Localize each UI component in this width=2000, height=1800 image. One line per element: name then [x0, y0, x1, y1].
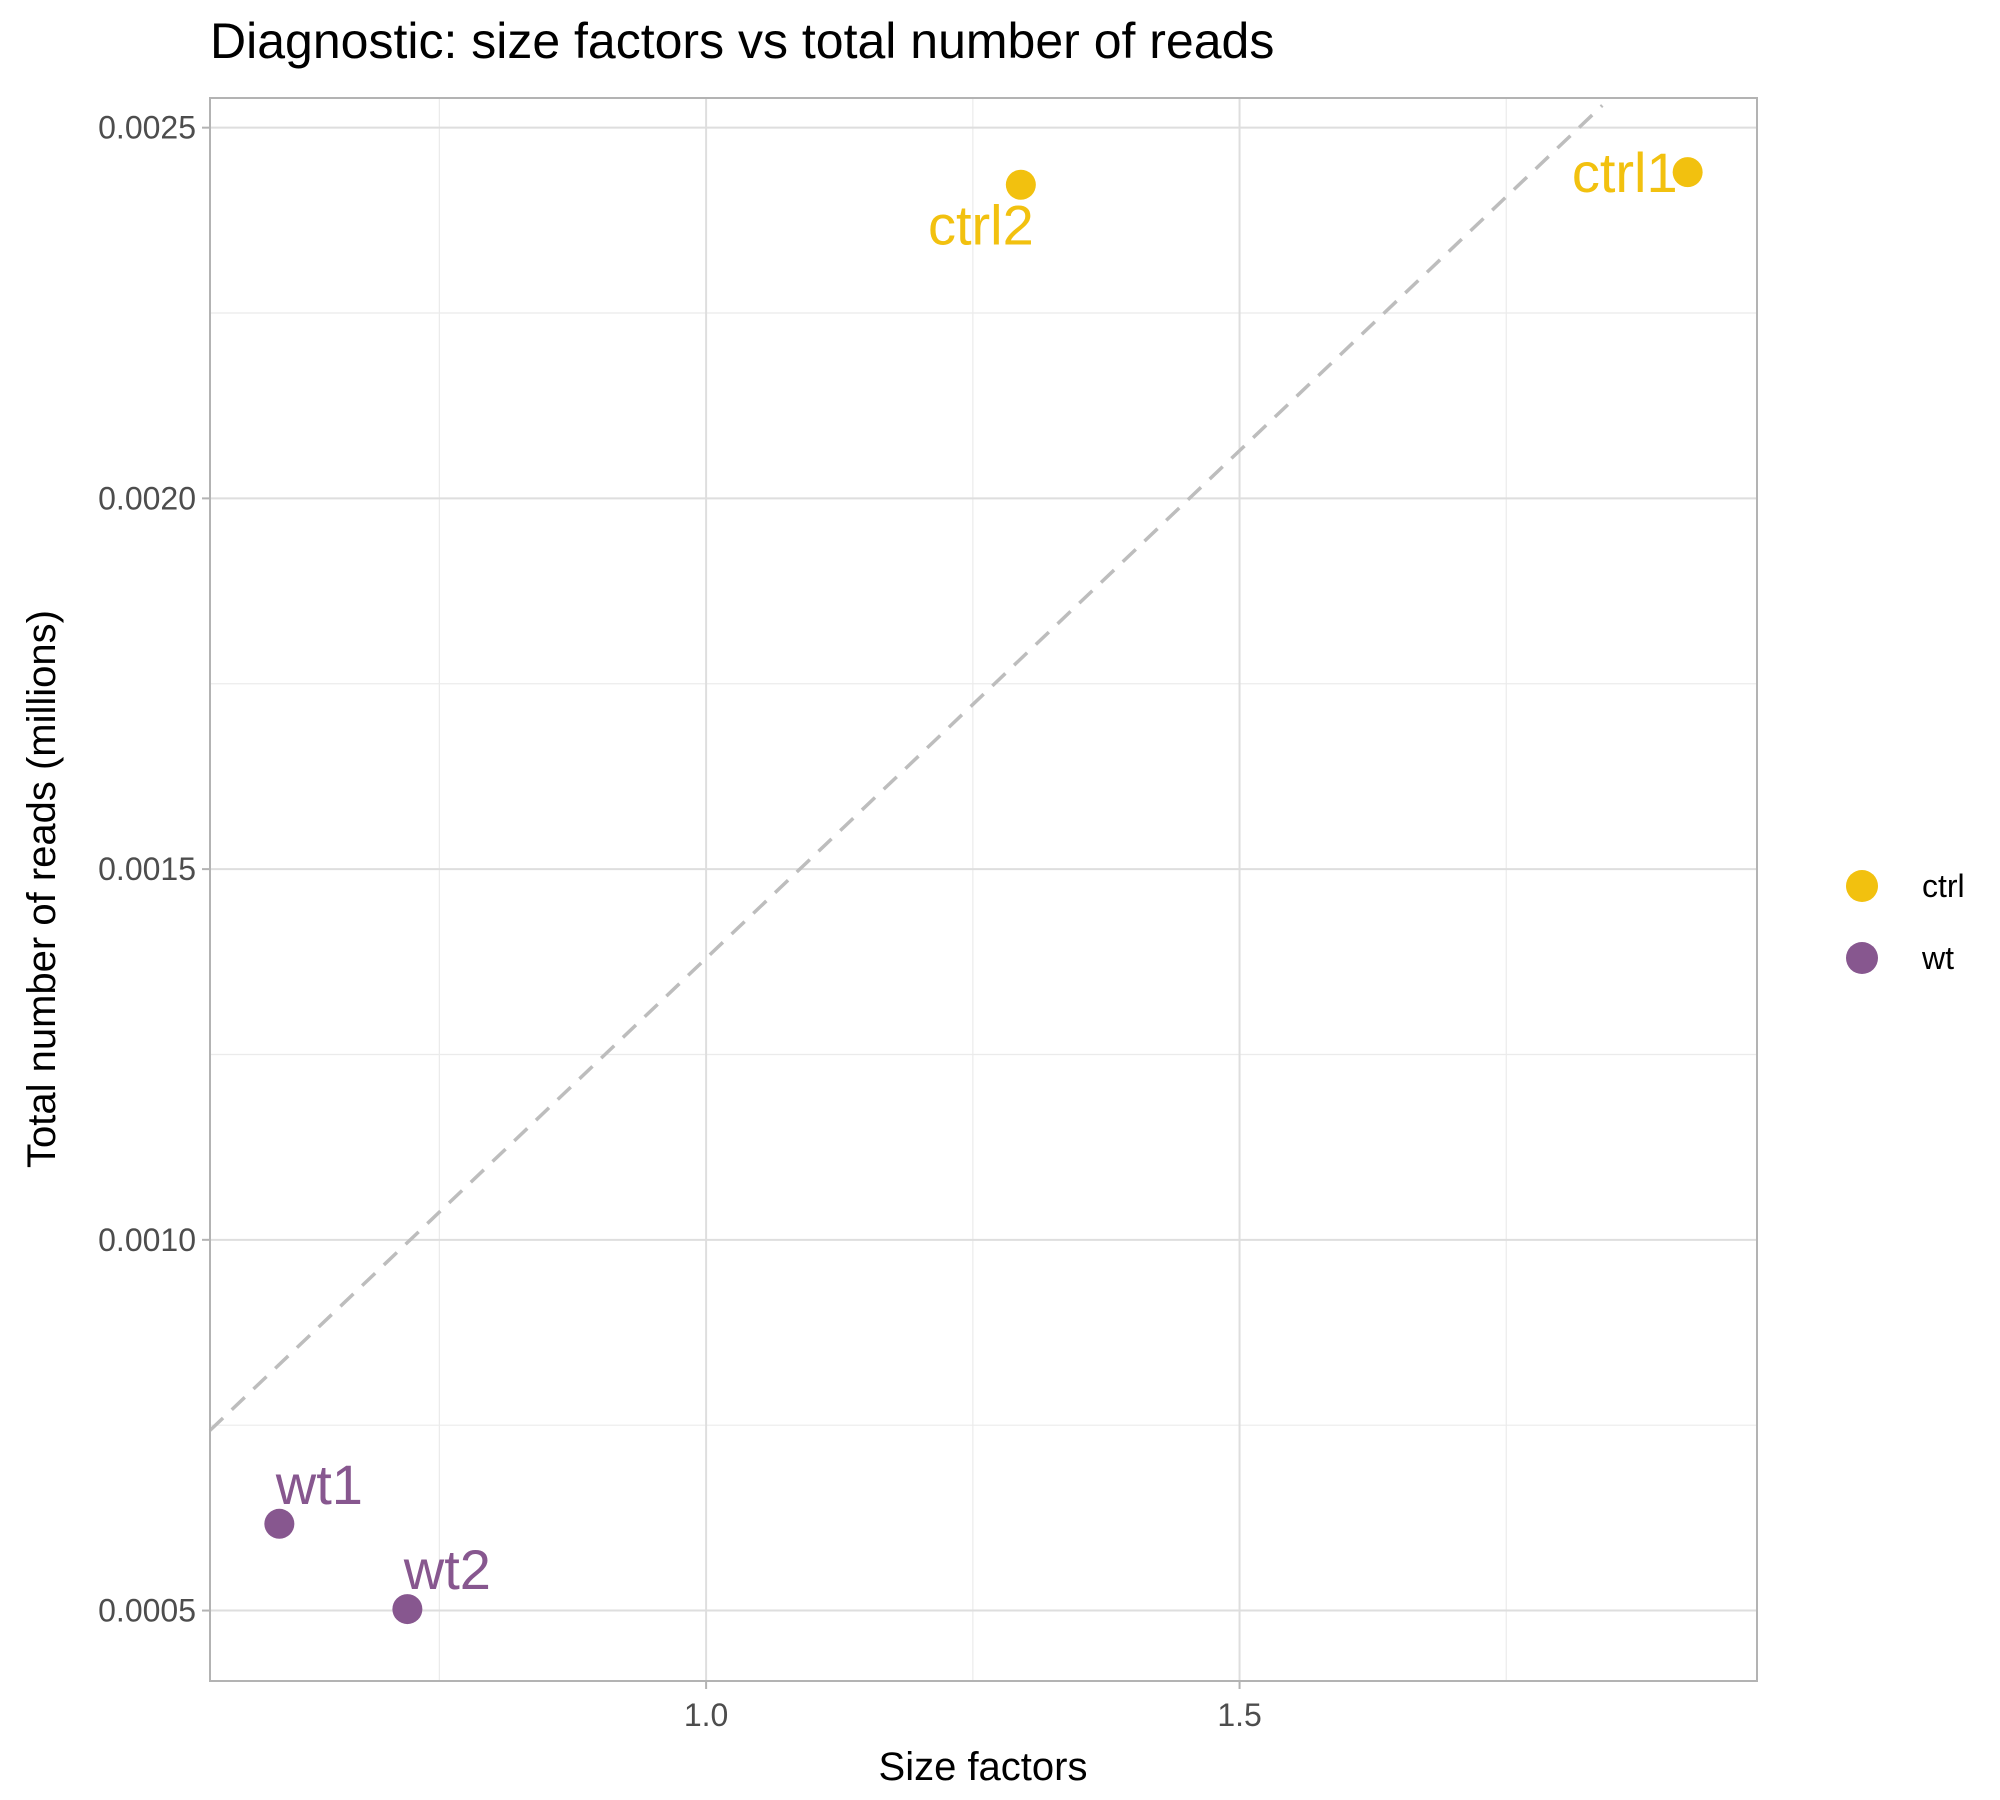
x-tick-label: 1.0: [684, 1697, 728, 1733]
legend-key-ctrl: [1846, 870, 1878, 902]
major-gridlines: [210, 98, 1757, 1681]
point-label-ctrl1: ctrl1: [1572, 141, 1678, 204]
x-tick-label: 1.5: [1217, 1697, 1261, 1733]
y-axis-ticks: 0.0005 0.0010 0.0015 0.0020 0.0025: [98, 110, 210, 1629]
panel-border: [209, 97, 1758, 1682]
x-axis-title: Size factors: [879, 1745, 1088, 1789]
x-axis-ticks: 1.0 1.5: [684, 1681, 1262, 1733]
y-tick-label: 0.0015: [98, 851, 196, 887]
y-tick-label: 0.0025: [98, 110, 196, 146]
legend: ctrl wt: [1846, 868, 1965, 976]
legend-label-ctrl: ctrl: [1922, 868, 1965, 904]
point-label-wt2: wt2: [403, 1538, 491, 1601]
y-tick-label: 0.0020: [98, 480, 196, 516]
point-ctrl1: [1672, 157, 1703, 188]
reference-line: [208, 104, 1604, 1432]
point-wt2: [392, 1594, 423, 1625]
data-points: [264, 157, 1703, 1625]
minor-gridlines: [210, 98, 1757, 1681]
point-ctrl2: [1005, 169, 1036, 200]
chart-title: Diagnostic: size factors vs total number…: [210, 13, 1274, 69]
point-wt1: [264, 1508, 295, 1539]
point-label-wt1: wt1: [275, 1453, 363, 1516]
y-axis-title: Total number of reads (millions): [20, 610, 64, 1168]
y-tick-label: 0.0010: [98, 1222, 196, 1258]
legend-label-wt: wt: [1921, 940, 1954, 976]
point-label-ctrl2: ctrl2: [928, 194, 1034, 257]
y-tick-label: 0.0005: [98, 1593, 196, 1629]
plot-panel: [210, 98, 1757, 1681]
point-labels: ctrl1 ctrl2 wt1 wt2: [275, 141, 1678, 1601]
reference-line-group: [208, 104, 1604, 1432]
legend-key-wt: [1846, 942, 1878, 974]
